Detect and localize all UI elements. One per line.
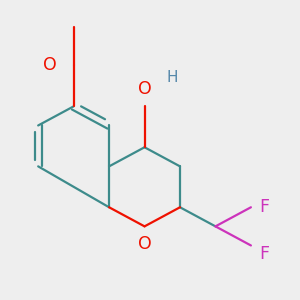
Text: O: O — [43, 56, 57, 74]
Text: O: O — [138, 80, 152, 98]
Text: F: F — [260, 244, 269, 262]
Text: O: O — [138, 235, 152, 253]
Text: F: F — [260, 198, 269, 216]
Text: H: H — [166, 70, 178, 85]
